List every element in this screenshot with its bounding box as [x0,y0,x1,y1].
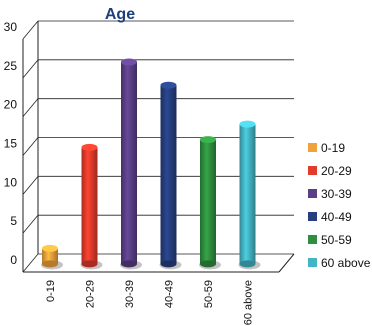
bar-30-39 [120,58,142,270]
axis-line [278,253,295,273]
bars [41,58,261,270]
legend-item: 30-39 [308,187,352,201]
y-tick-label: 10 [4,175,18,189]
y-tick-label: 25 [4,59,18,73]
legend-swatch [308,212,317,221]
y-tick-label: 5 [10,214,17,228]
x-tick-label: 30-39 [124,280,136,308]
legend-item: 40-49 [308,210,352,224]
legend-label: 0-19 [321,141,345,155]
y-tick-label: 0 [10,253,17,267]
x-tick-label: 50-59 [203,280,215,308]
x-tick-label: 60 above [243,280,255,325]
legend-label: 20-29 [321,164,352,178]
gridline-depth [22,253,39,273]
gridline-depth [22,214,39,234]
y-tick-labels: 0 5 10 15 20 25 30 [4,20,18,267]
legend-swatch [308,258,317,267]
legend: 0-19 20-29 30-39 40-49 50-59 60 above [308,141,371,270]
legend-item: 60 above [308,256,371,270]
bar-40-49 [159,81,182,270]
bar-50-59 [199,136,221,270]
bar-60-above [238,120,261,270]
gridline-depth [22,98,39,117]
gridline-depth [22,137,39,156]
bar-20-29 [80,143,103,270]
y-tick-label: 30 [4,20,18,34]
axes [22,21,295,273]
gridline-depth [22,20,39,40]
x-tick-label: 20-29 [85,280,97,308]
gridline-depth [22,59,39,79]
legend-label: 60 above [321,256,371,270]
y-tick-label: 15 [4,137,18,151]
legend-label: 40-49 [321,210,352,224]
legend-item: 50-59 [308,233,352,247]
legend-swatch [308,166,317,175]
legend-item: 0-19 [308,141,345,155]
x-tick-labels: 0-19 20-29 30-39 40-49 50-59 60 above [45,280,255,325]
legend-label: 50-59 [321,233,352,247]
x-tick-label: 40-49 [164,280,176,308]
legend-swatch [308,235,317,244]
legend-swatch [308,189,317,198]
gridline-depth [22,176,39,195]
legend-label: 30-39 [321,187,352,201]
legend-item: 20-29 [308,164,352,178]
bar-0-19 [41,244,63,270]
chart-title: Age [105,6,135,23]
x-tick-label: 0-19 [45,280,57,302]
legend-swatch [308,143,317,152]
y-tick-label: 20 [4,98,18,112]
